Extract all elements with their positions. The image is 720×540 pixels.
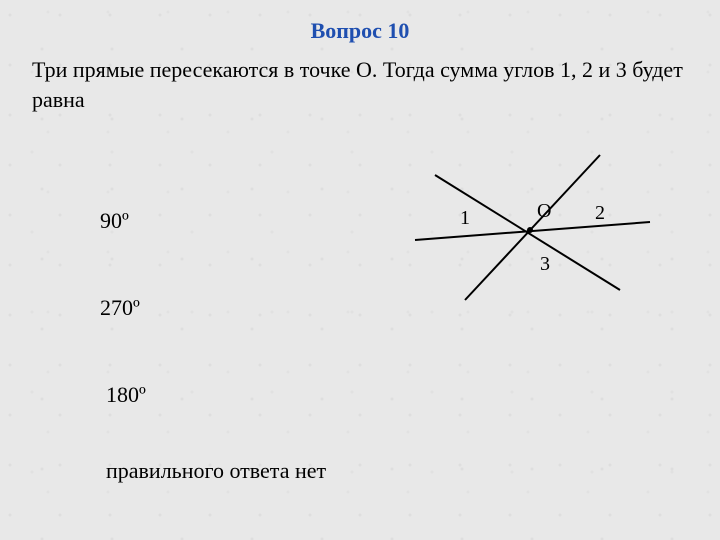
answer-option-3[interactable]: 180º xyxy=(106,382,146,408)
question-text: Три прямые пересекаются в точке О. Тогда… xyxy=(32,55,688,114)
answer-option-2[interactable]: 270º xyxy=(100,295,140,321)
diagram-svg xyxy=(390,140,670,330)
diagram-label-O: О xyxy=(537,200,551,223)
answer-option-1[interactable]: 90º xyxy=(100,208,129,234)
question-title: Вопрос 10 xyxy=(0,18,720,44)
answer-option-4[interactable]: правильного ответа нет xyxy=(106,458,326,484)
diagram-label-2: 2 xyxy=(595,202,605,225)
geometry-diagram: О 1 2 3 xyxy=(390,140,670,330)
diagram-label-1: 1 xyxy=(460,207,470,230)
diagram-point-O xyxy=(527,227,533,233)
diagram-label-3: 3 xyxy=(540,253,550,276)
